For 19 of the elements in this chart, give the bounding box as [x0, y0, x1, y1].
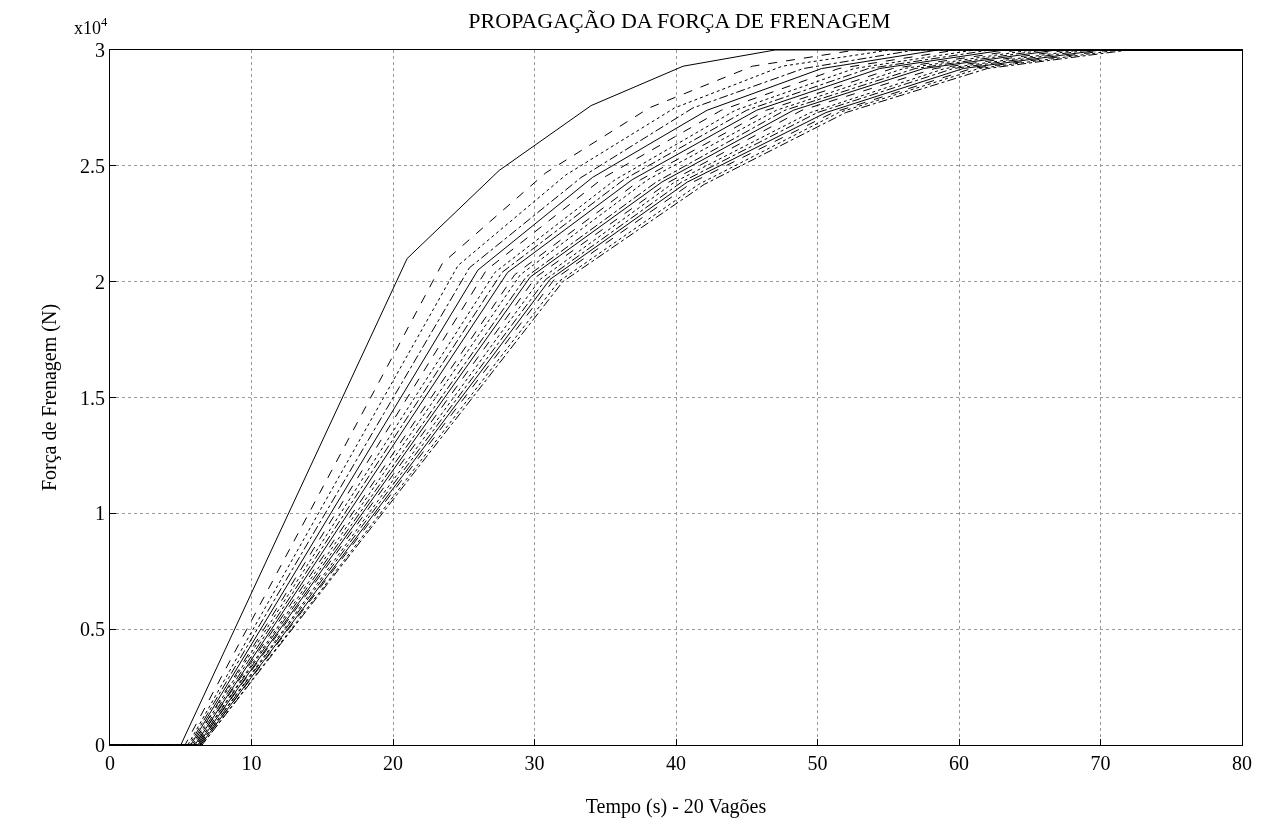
y-tick-label: 0 [95, 734, 105, 756]
x-tick-label: 10 [241, 752, 262, 774]
y-tick-label: 0.5 [80, 618, 105, 641]
x-tick-label: 60 [949, 752, 969, 774]
text: x10$^{4}$ [74, 15, 108, 38]
y-tick-label: 2.5 [80, 154, 105, 177]
y-tick-label: 1 [95, 502, 105, 525]
x-tick-label: 70 [1090, 752, 1111, 774]
x-tick-label: 50 [807, 752, 828, 774]
x-axis-title: Tempo (s) - 20 Vagões [585, 794, 767, 818]
x-tick-label: 80 [1232, 752, 1252, 774]
chart-title: PROPAGAÇÃO DA FORÇA DE FRENAGEM [468, 7, 891, 33]
y-tick-label: 2 [95, 270, 105, 293]
y-tick-label: 3 [95, 39, 105, 61]
x-tick-label: 20 [383, 752, 403, 774]
y-tick-label: 1.5 [80, 386, 105, 409]
y-axis-title: Força de Frenagem (N) [37, 303, 61, 492]
x-tick-label: 30 [524, 752, 545, 774]
x-tick-label: 40 [666, 752, 686, 774]
